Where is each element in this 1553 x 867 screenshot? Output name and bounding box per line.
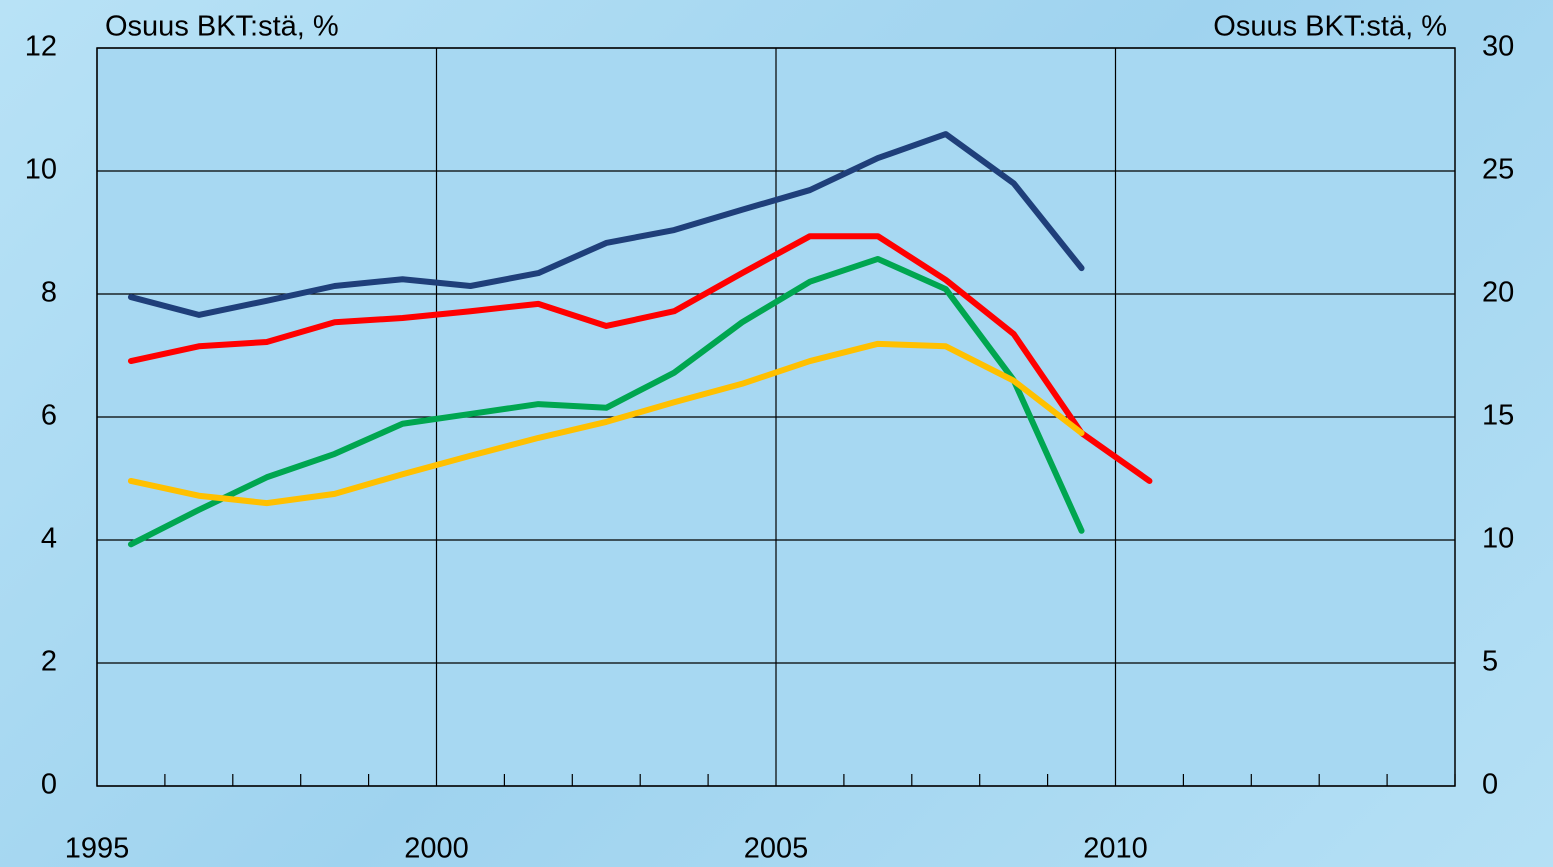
series-line: [127, 233, 1153, 484]
y2-tick-label: 30: [1482, 31, 1514, 63]
series-line: [127, 340, 1085, 507]
x-tick-label: 2010: [1083, 833, 1148, 865]
y-tick-label: 0: [41, 769, 57, 801]
y-tick-label: 12: [25, 31, 57, 63]
y2-tick-label: 10: [1482, 523, 1514, 555]
y-tick-label: 6: [41, 400, 57, 432]
series-line: [127, 255, 1085, 548]
y-tick-label: 2: [41, 646, 57, 678]
y2-tick-label: 15: [1482, 400, 1514, 432]
x-tick-label: 2005: [744, 833, 809, 865]
y-tick-label: 4: [41, 523, 57, 555]
y2-tick-label: 0: [1482, 769, 1498, 801]
y2-tick-label: 20: [1482, 277, 1514, 309]
y-tick-label: 8: [41, 277, 57, 309]
y2-tick-label: 25: [1482, 154, 1514, 186]
y-tick-label: 10: [25, 154, 57, 186]
series-line: [127, 131, 1085, 318]
x-tick-label: 1995: [65, 833, 130, 865]
y2-tick-label: 5: [1482, 646, 1498, 678]
x-tick-label: 2000: [404, 833, 469, 865]
y-axis-title: Osuus BKT:stä, %: [105, 11, 339, 43]
y2-axis-title: Osuus BKT:stä, %: [1213, 11, 1447, 43]
plot-border: [96, 47, 1456, 787]
